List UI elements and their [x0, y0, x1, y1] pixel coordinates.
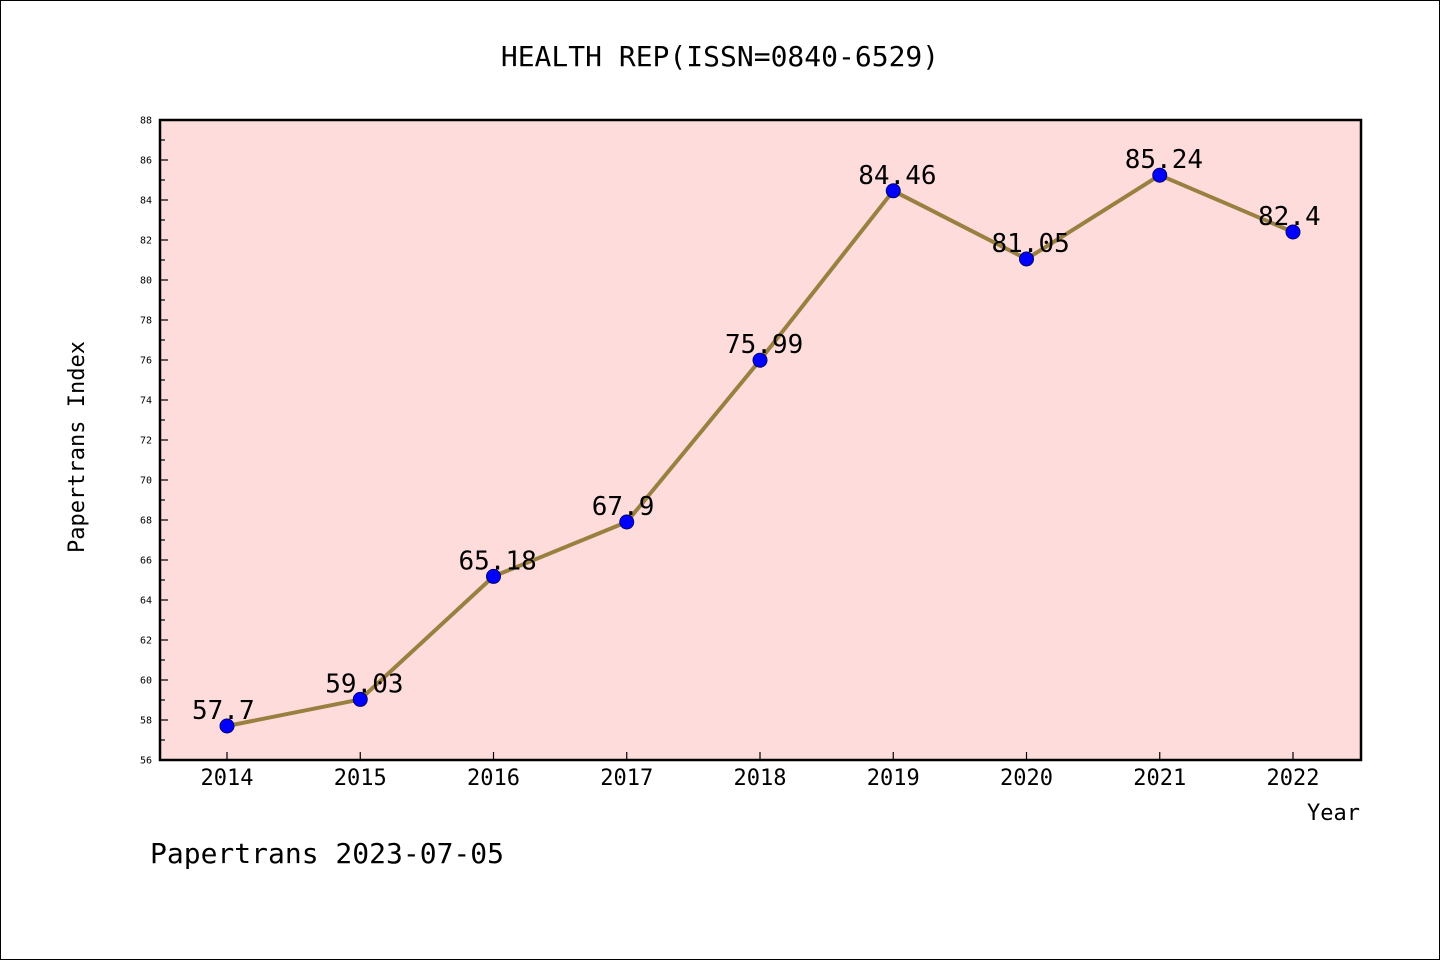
- chart-title: HEALTH REP(ISSN=0840-6529): [501, 40, 939, 73]
- data-point-marker: [1019, 251, 1034, 267]
- y-tick-label: 88: [140, 116, 152, 127]
- data-point-marker: [352, 691, 368, 707]
- plot-area: [160, 120, 1361, 760]
- x-tick-label: 2015: [334, 766, 387, 791]
- x-tick-label: 2020: [1000, 766, 1053, 791]
- y-tick-label: 72: [140, 436, 152, 447]
- y-tick-label: 76: [140, 356, 152, 367]
- y-tick-label: 74: [140, 396, 152, 407]
- y-tick-label: 82: [140, 236, 152, 247]
- data-label: 82.4: [1258, 202, 1321, 232]
- footer-credit: Papertrans 2023-07-05: [150, 837, 504, 870]
- y-tick-label: 58: [140, 716, 152, 727]
- y-tick-label: 80: [140, 276, 152, 287]
- x-tick-label: 2016: [467, 766, 520, 791]
- x-tick-label: 2021: [1133, 766, 1186, 791]
- data-label-group: 57.7 59.03 65.18 67.9 75.99 84.46 81.05 85.24 82…: [192, 145, 1321, 726]
- y-tick-label: 56: [140, 756, 152, 767]
- plot-border: [158, 118, 1363, 762]
- y-axis-label: Papertrans Index: [65, 341, 90, 553]
- data-label: 67.9: [592, 492, 655, 522]
- data-point-marker: [219, 718, 235, 734]
- y-tick-label: 60: [140, 676, 152, 687]
- y-tick-label: 68: [140, 516, 152, 527]
- y-tick-label: 64: [140, 596, 152, 607]
- series-line-group: [219, 167, 1301, 734]
- data-point-marker: [619, 514, 635, 530]
- x-axis-label: Year: [1307, 801, 1360, 826]
- y-tick-label: 62: [140, 636, 152, 647]
- data-label: 57.7: [192, 696, 255, 726]
- data-point-marker: [752, 352, 768, 368]
- y-axis: 56 58 60 62 64 66 68 70 72 74 76 78 80 82 84 86 88: [140, 116, 168, 767]
- x-tick-label: 2022: [1267, 766, 1320, 791]
- y-tick-label: 84: [140, 196, 152, 207]
- y-tick-label: 66: [140, 556, 152, 567]
- x-tick-label: 2018: [734, 766, 787, 791]
- x-tick-label: 2017: [600, 766, 653, 791]
- data-label: 65.18: [459, 546, 537, 576]
- data-label: 85.24: [1125, 145, 1203, 175]
- x-tick-label: 2019: [867, 766, 920, 791]
- x-axis: 2014 2015 2016 2017 2018 2019 2020 2021 2022: [201, 752, 1320, 791]
- data-label: 81.05: [992, 229, 1070, 259]
- data-point-marker: [1152, 167, 1168, 183]
- data-label: 84.46: [858, 161, 936, 191]
- data-label: 75.99: [725, 330, 803, 360]
- y-tick-label: 78: [140, 316, 152, 327]
- data-label: 59.03: [325, 669, 403, 699]
- data-point-marker: [1285, 224, 1301, 240]
- data-point-marker: [486, 568, 501, 584]
- x-tick-label: 2014: [201, 766, 254, 791]
- data-point-marker: [885, 183, 901, 199]
- y-tick-label: 86: [140, 156, 152, 167]
- y-tick-label: 70: [140, 476, 152, 487]
